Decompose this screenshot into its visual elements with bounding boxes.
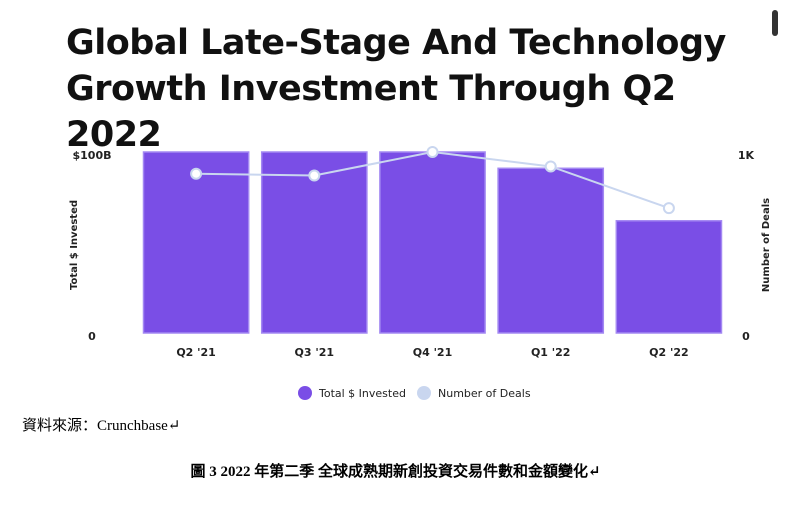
point: [544, 160, 557, 173]
x-tick-label: Q2 '22: [649, 346, 689, 359]
bar: [379, 151, 486, 334]
x-tick-label: Q4 '21: [413, 346, 453, 359]
point: [426, 146, 439, 158]
legend-label: Number of Deals: [438, 387, 531, 400]
bar: [260, 151, 368, 334]
point: [662, 202, 675, 215]
y-tick-label: $100B: [73, 149, 112, 162]
bar: [615, 220, 723, 334]
source: 資料來源：Crunchbase↵: [22, 418, 181, 434]
legend-swatch: [417, 386, 431, 400]
title: Global Late-Stage And Technology Growth …: [66, 23, 726, 155]
caption: 圖 3 2022 年第二季 全球成熟期新創投資交易件數和金額變化↵: [190, 464, 601, 480]
bar: [497, 167, 605, 334]
legend-swatch: [298, 386, 312, 400]
point: [190, 167, 203, 180]
y2-tick-label: 1K: [738, 149, 755, 162]
x-tick-label: Q2 '21: [176, 346, 216, 359]
y2-axis-title: Number of Deals: [761, 198, 772, 292]
legend-label: Total $ Invested: [318, 387, 406, 400]
corner-icon: [772, 10, 778, 36]
y2-tick-label: 0: [742, 330, 750, 343]
y-tick-label: 0: [88, 330, 96, 343]
bar: [142, 151, 250, 334]
point: [308, 169, 321, 182]
x-tick-label: Q3 '21: [295, 346, 335, 359]
y-axis-title: Total $ Invested: [69, 200, 80, 290]
x-tick-label: Q1 '22: [531, 346, 571, 359]
